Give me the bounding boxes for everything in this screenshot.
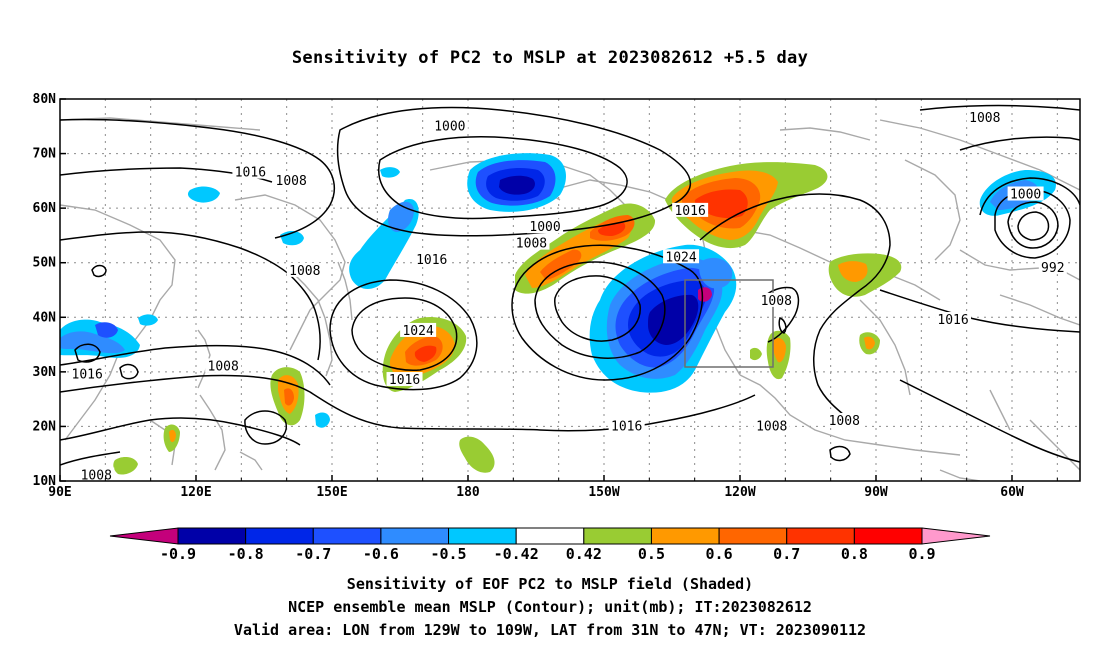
contour-label: 1016 xyxy=(611,419,642,434)
contour-label: 1016 xyxy=(72,368,103,383)
chart-title: Sensitivity of PC2 to MSLP at 2023082612… xyxy=(291,48,809,68)
x-tick-label: 150W xyxy=(588,485,619,500)
caption-line-3: Valid area: LON from 129W to 109W, LAT f… xyxy=(233,621,867,639)
colorbar-label: 0.7 xyxy=(773,545,800,563)
colorbar-label: -0.5 xyxy=(430,545,466,563)
colorbar-segment xyxy=(448,527,517,545)
contour-label-bg xyxy=(758,292,795,307)
colorbar-label: 0.5 xyxy=(638,545,665,563)
contour-label: 1008 xyxy=(516,237,547,252)
y-tick-label: 80N xyxy=(33,92,57,107)
contour-label: 992 xyxy=(1041,261,1064,276)
contour-label: 1008 xyxy=(829,414,860,429)
valid-area-box xyxy=(684,279,774,368)
colorbar-label: 0.9 xyxy=(908,545,935,563)
colorbar: -0.9 -0.8 -0.7 -0.6 -0.5 -0.42 0.42 0.5 0.6 0.7 0.… xyxy=(109,527,991,563)
colorbar-segment xyxy=(380,527,450,545)
contour-label-bg xyxy=(527,219,564,234)
colorbar-label: -0.42 xyxy=(494,545,539,563)
colorbar-segment xyxy=(786,527,855,545)
mslp-contours xyxy=(60,104,1080,466)
colorbar-label: -0.9 xyxy=(160,545,196,563)
contour-label-bg xyxy=(1038,260,1067,275)
y-tick-label: 40N xyxy=(33,310,57,325)
contour-label-bg xyxy=(753,418,790,433)
caption-line-1: Sensitivity of EOF PC2 to MSLP field (Sh… xyxy=(346,575,754,593)
contour-label: 1008 xyxy=(969,111,1000,126)
contour-label-bg xyxy=(205,358,242,373)
contour-label-bg xyxy=(935,312,972,327)
contour-label: 1008 xyxy=(756,419,787,434)
contour-label-bg xyxy=(966,110,1003,125)
caption-line-2: NCEP ensemble mean MSLP (Contour); unit(… xyxy=(288,598,812,616)
contour-label-bg xyxy=(663,249,700,264)
colorbar-label: 0.42 xyxy=(566,545,602,563)
colorbar-segment xyxy=(583,527,652,545)
contour-label: 1024 xyxy=(665,250,696,265)
contour-label: 1008 xyxy=(208,359,239,374)
contour-label-bg xyxy=(386,372,423,387)
contour-label: 1008 xyxy=(761,294,792,309)
contour-label-bg xyxy=(400,322,437,337)
x-tick-label: 90E xyxy=(48,485,71,500)
colorbar-segment xyxy=(177,527,247,545)
colorbar-label: -0.8 xyxy=(228,545,264,563)
contour-label-bg xyxy=(1007,186,1044,201)
x-tick-label: 120W xyxy=(724,485,755,500)
contour-label: 1000 xyxy=(529,220,560,235)
colorbar-label: -0.6 xyxy=(363,545,399,563)
contour-label-bg xyxy=(513,235,550,250)
colorbar-segment xyxy=(853,527,923,545)
contour-label-bg xyxy=(826,412,863,427)
y-tick-label: 10N xyxy=(33,474,57,489)
x-tick-label: 60W xyxy=(1000,485,1024,500)
map-background xyxy=(60,99,1080,481)
colorbar-max-triangle xyxy=(921,527,991,545)
x-tick-label: 90W xyxy=(864,485,888,500)
y-tick-label: 60N xyxy=(33,201,57,216)
contour-label-bg xyxy=(431,118,468,133)
contour-label-bg xyxy=(78,467,115,481)
contour-label: 1008 xyxy=(289,264,320,279)
contour-label-bg xyxy=(232,164,269,179)
contour-label-bg xyxy=(608,418,645,433)
colorbar-segment xyxy=(515,527,585,545)
y-tick-label: 30N xyxy=(33,365,57,380)
contour-label-bg xyxy=(672,202,709,217)
contour-label: 1008 xyxy=(81,469,112,484)
colorbar-segment xyxy=(312,527,382,545)
y-tick-label: 70N xyxy=(33,147,57,162)
contour-label: 1016 xyxy=(389,373,420,388)
contour-label-bg xyxy=(273,172,310,187)
contour-label-bg xyxy=(69,366,106,381)
colorbar-min-triangle xyxy=(109,527,179,545)
contour-label: 1008 xyxy=(276,174,307,189)
contour-label: 1024 xyxy=(402,324,433,339)
contour-label: 1016 xyxy=(416,253,447,268)
contour-label: 1000 xyxy=(1010,188,1041,203)
contour-label-bg xyxy=(413,251,450,266)
contour-labels: 1000 1016 1008 1000 1008 1016 1024 1016 1008 1024… xyxy=(69,110,1067,484)
contour-label: 1016 xyxy=(674,204,705,219)
x-tick-label: 180 xyxy=(456,485,480,500)
colorbar-label: 0.6 xyxy=(706,545,733,563)
map-axes: 90E 120E 150E 180 150W 120W 90W 60W 80N 70N 60N 50N… xyxy=(33,92,1058,500)
y-tick-label: 20N xyxy=(33,419,57,434)
colorbar-label: 0.8 xyxy=(841,545,868,563)
x-tick-label: 120E xyxy=(180,485,211,500)
contour-label: 1016 xyxy=(235,166,266,181)
x-tick-label: 150E xyxy=(316,485,347,500)
colorbar-segment xyxy=(718,527,788,545)
contour-label: 1016 xyxy=(937,313,968,328)
colorbar-segment xyxy=(245,527,314,545)
map-frame xyxy=(59,98,1081,482)
colorbar-label: -0.7 xyxy=(295,545,331,563)
contour-label: 1000 xyxy=(434,119,465,134)
y-tick-label: 50N xyxy=(33,256,57,271)
colorbar-segment xyxy=(650,527,720,545)
contour-label-bg xyxy=(286,262,323,277)
